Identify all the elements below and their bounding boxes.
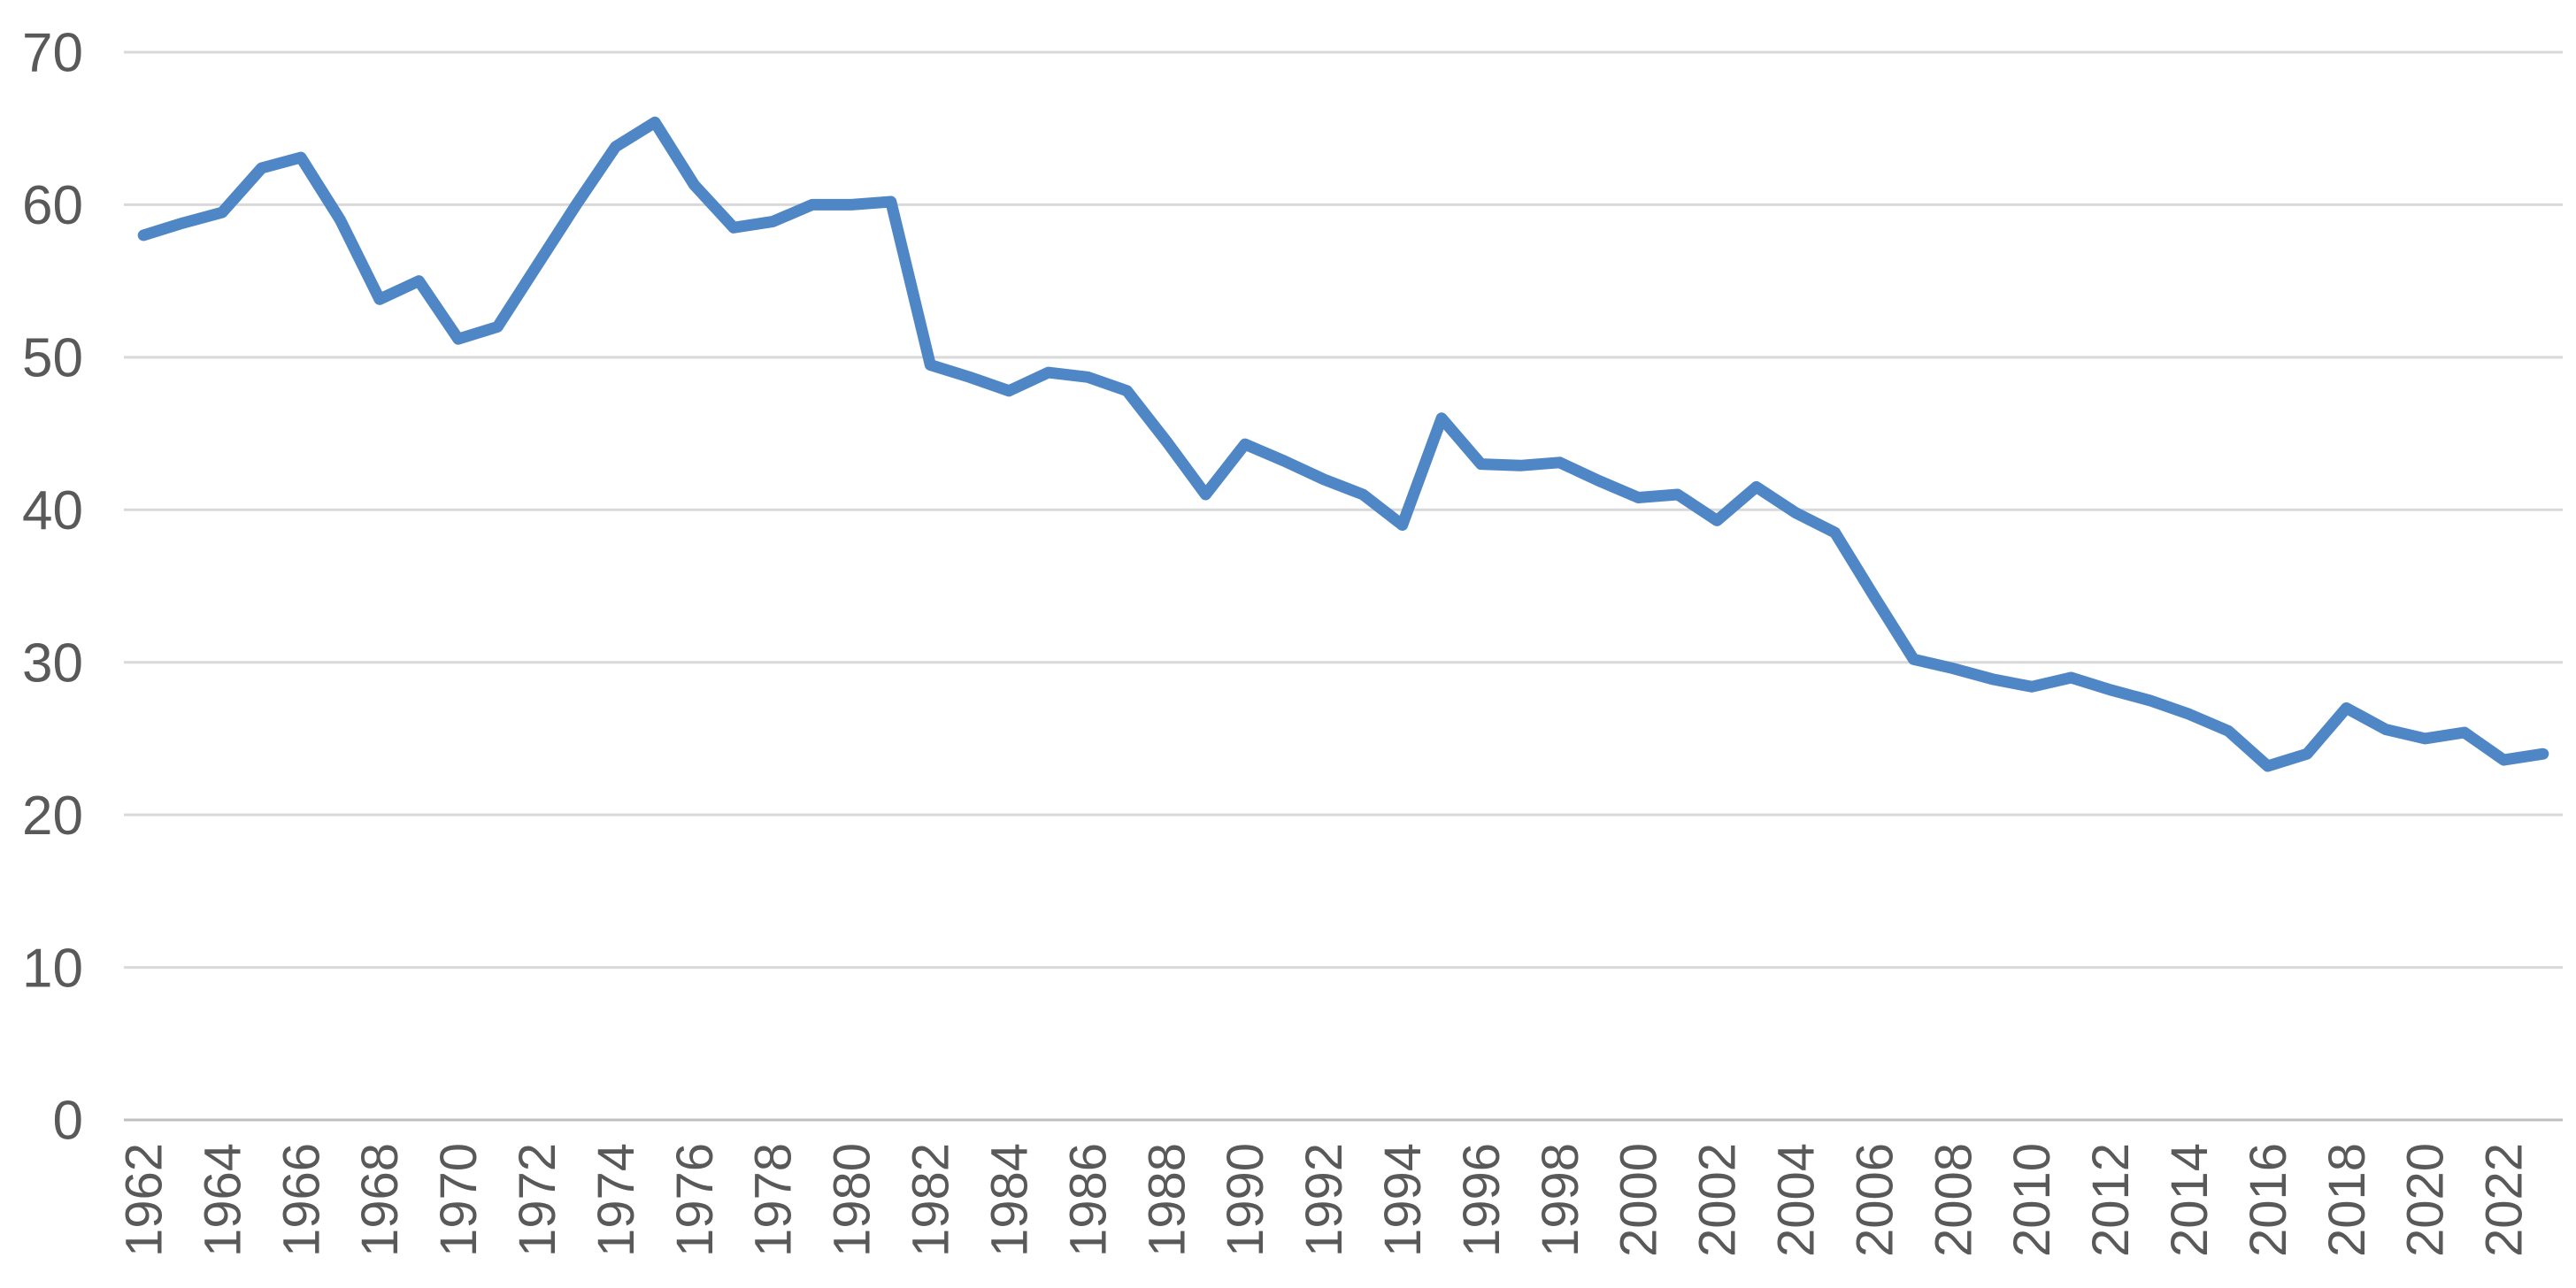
x-tick-label: 2002 xyxy=(1689,1143,1747,1257)
x-tick-label: 2018 xyxy=(2318,1143,2376,1257)
x-tick-label: 2000 xyxy=(1611,1143,1668,1257)
x-tick-label: 2004 xyxy=(1767,1143,1825,1257)
x-tick-label: 1990 xyxy=(1217,1143,1274,1257)
x-tick-label: 1974 xyxy=(588,1143,645,1257)
x-tick-label: 2022 xyxy=(2476,1143,2534,1257)
x-tick-label: 2006 xyxy=(1846,1143,1903,1257)
y-tick-label: 30 xyxy=(22,632,83,694)
x-tick-label: 1972 xyxy=(509,1143,566,1257)
y-tick-label: 50 xyxy=(22,328,83,389)
x-tick-label: 1976 xyxy=(666,1143,724,1257)
x-tick-label: 2008 xyxy=(1925,1143,1982,1257)
x-axis-tick-labels: 1962 1964 1966 1968 1970 1972 1974 1976 1978 1980… xyxy=(116,1143,2534,1257)
x-tick-label: 2014 xyxy=(2161,1143,2218,1257)
data-series xyxy=(137,116,2549,772)
x-tick-label: 1966 xyxy=(273,1143,330,1257)
y-tick-label: 0 xyxy=(53,1091,83,1152)
gridlines xyxy=(124,50,2563,1122)
x-tick-label: 1984 xyxy=(980,1143,1038,1257)
x-tick-label: 2020 xyxy=(2397,1143,2455,1257)
x-tick-label: 1980 xyxy=(824,1143,881,1257)
y-tick-label: 20 xyxy=(22,786,83,847)
y-axis-tick-labels: 0 10 20 30 40 50 60 70 xyxy=(22,23,83,1152)
x-tick-label: 2012 xyxy=(2082,1143,2140,1257)
x-tick-label: 1994 xyxy=(1374,1143,1432,1257)
y-tick-label: 70 xyxy=(22,23,83,84)
x-tick-label: 1978 xyxy=(745,1143,803,1257)
x-tick-label: 1996 xyxy=(1453,1143,1511,1257)
series-line xyxy=(137,116,2549,772)
x-tick-label: 1988 xyxy=(1138,1143,1196,1257)
x-tick-label: 1982 xyxy=(903,1143,960,1257)
y-tick-label: 10 xyxy=(22,938,83,999)
x-tick-label: 1970 xyxy=(430,1143,488,1257)
x-tick-label: 1964 xyxy=(194,1143,251,1257)
x-tick-label: 1968 xyxy=(351,1143,409,1257)
x-tick-label: 1998 xyxy=(1532,1143,1589,1257)
x-tick-label: 2016 xyxy=(2240,1143,2297,1257)
y-tick-label: 60 xyxy=(22,175,83,236)
x-tick-label: 1962 xyxy=(116,1143,173,1257)
x-tick-label: 2010 xyxy=(2003,1143,2061,1257)
x-tick-label: 1986 xyxy=(1059,1143,1117,1257)
y-tick-label: 40 xyxy=(22,480,83,541)
x-tick-label: 1992 xyxy=(1296,1143,1353,1257)
